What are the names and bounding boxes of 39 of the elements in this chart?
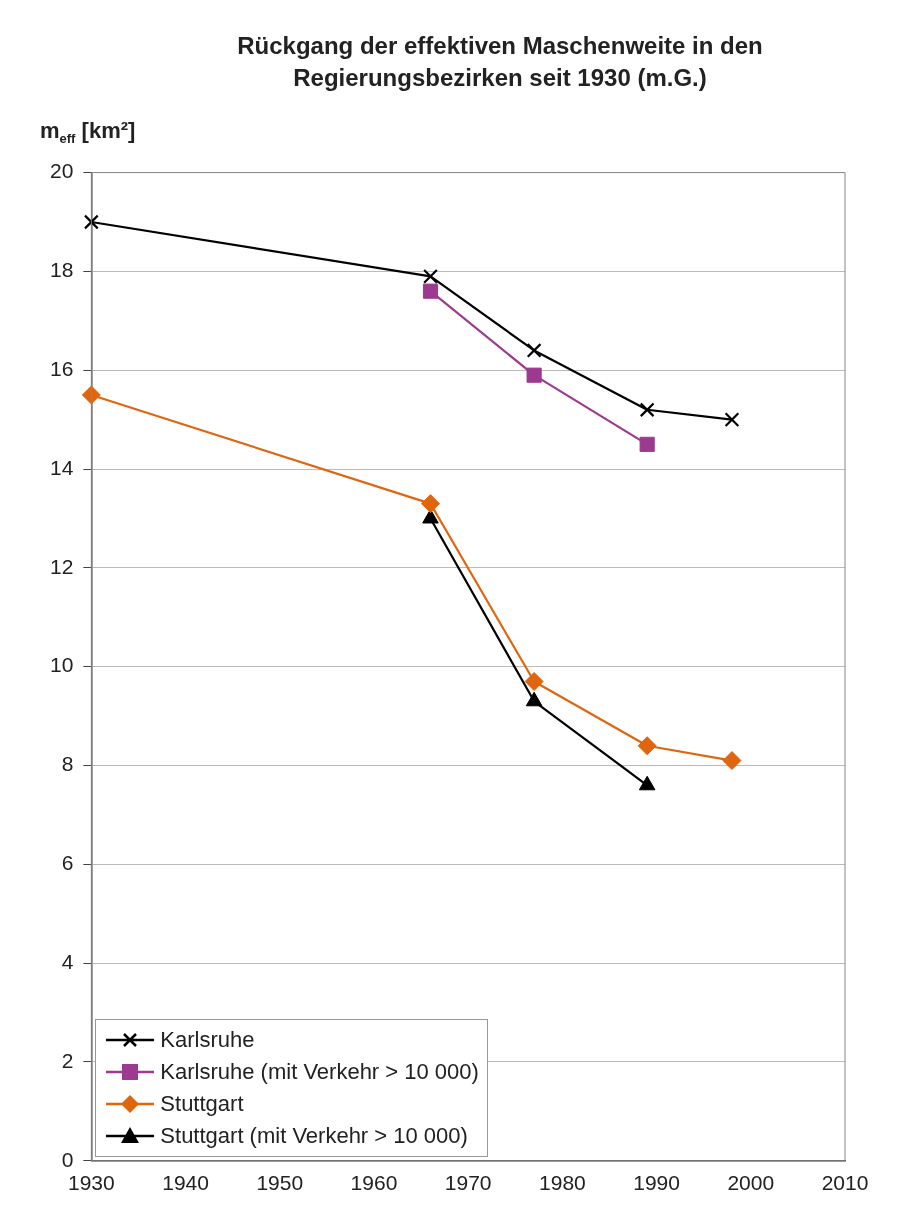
point [524,672,544,692]
point [637,736,657,756]
legend-label: Karlsruhe [160,1026,255,1053]
x-tick-label: 1930 [68,1171,115,1195]
point [526,367,542,383]
x-tick-label: 1960 [350,1171,398,1195]
x-tick-label: 1990 [633,1171,680,1195]
y-axis-title: m$_{eff}$ [km²] [40,118,136,147]
y-tick-label: 10 [50,653,74,677]
y-tick-label: 2 [61,1048,74,1072]
y-tick-label: 18 [50,258,74,282]
point [83,214,99,230]
y-tick-label: 20 [50,159,74,183]
point [423,268,438,284]
point [422,283,439,299]
y-tick-label: 0 [61,1147,74,1171]
x-tick-label: 2000 [727,1171,775,1195]
point [722,751,742,771]
y-tick-label: 14 [50,455,74,479]
y-tick-label: 6 [61,851,74,875]
point [724,412,740,428]
y-tick-label: 16 [50,357,74,381]
x-tick-label: 1980 [539,1171,586,1195]
point [421,494,440,514]
point [526,343,542,358]
y-tick-label: 12 [50,554,74,578]
x-tick-label: 1940 [162,1171,209,1195]
point [639,402,655,418]
chart-title: Rückgang der effektiven Maschenweite in den Regierungsbezirken seit 1930 (m.G.) [236,31,764,93]
y-tick-label: 8 [61,752,74,776]
legend-label: Stuttgart [160,1090,244,1117]
point [639,436,655,452]
y-tick-label: 4 [61,949,74,973]
point [81,385,101,405]
legend-label: Karlsruhe (mit Verkehr > 10 000) [160,1058,479,1085]
x-tick-label: 1950 [256,1171,304,1195]
x-tick-label: 2010 [821,1171,869,1195]
legend-label: Stuttgart (mit Verkehr > 10 000) [160,1122,468,1149]
x-tick-label: 1970 [444,1171,492,1195]
